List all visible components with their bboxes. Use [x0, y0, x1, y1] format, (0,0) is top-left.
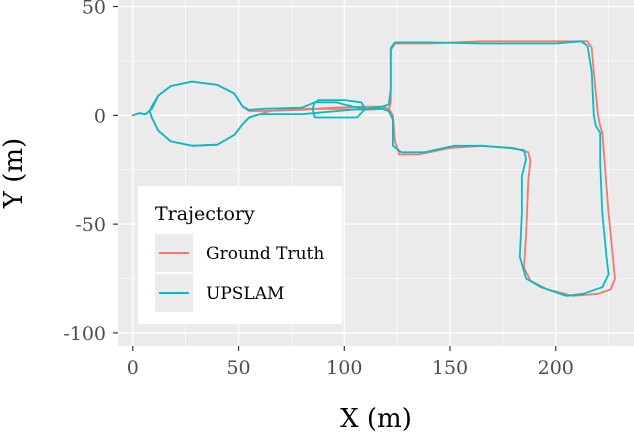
series-layer [131, 40, 616, 297]
series-line-upslam [131, 40, 610, 297]
y-tick-label: -50 [75, 214, 106, 236]
grid-minor [118, 0, 634, 346]
x-tick-label: 200 [538, 357, 574, 379]
x-tick-label: 150 [432, 357, 468, 379]
legend: Trajectory Ground Truth UPSLAM [138, 186, 342, 324]
y-axis-title: Y (m) [0, 138, 29, 209]
legend-label-upslam: UPSLAM [206, 284, 284, 304]
y-tick-label: 0 [94, 105, 106, 127]
x-axis-title: X (m) [340, 404, 412, 434]
legend-title: Trajectory [155, 203, 255, 225]
x-tick-label: 0 [127, 357, 139, 379]
axis-tick-labels: 0 50 100 150 200 50 0 -50 -100 [63, 0, 574, 379]
y-tick-label: -100 [63, 323, 106, 345]
x-tick-label: 50 [226, 357, 250, 379]
axis-ticks [113, 5, 557, 351]
legend-label-ground-truth: Ground Truth [206, 244, 324, 264]
series-line-ground-truth [131, 40, 616, 297]
y-tick-label: 50 [82, 0, 106, 19]
x-tick-label: 100 [326, 357, 362, 379]
